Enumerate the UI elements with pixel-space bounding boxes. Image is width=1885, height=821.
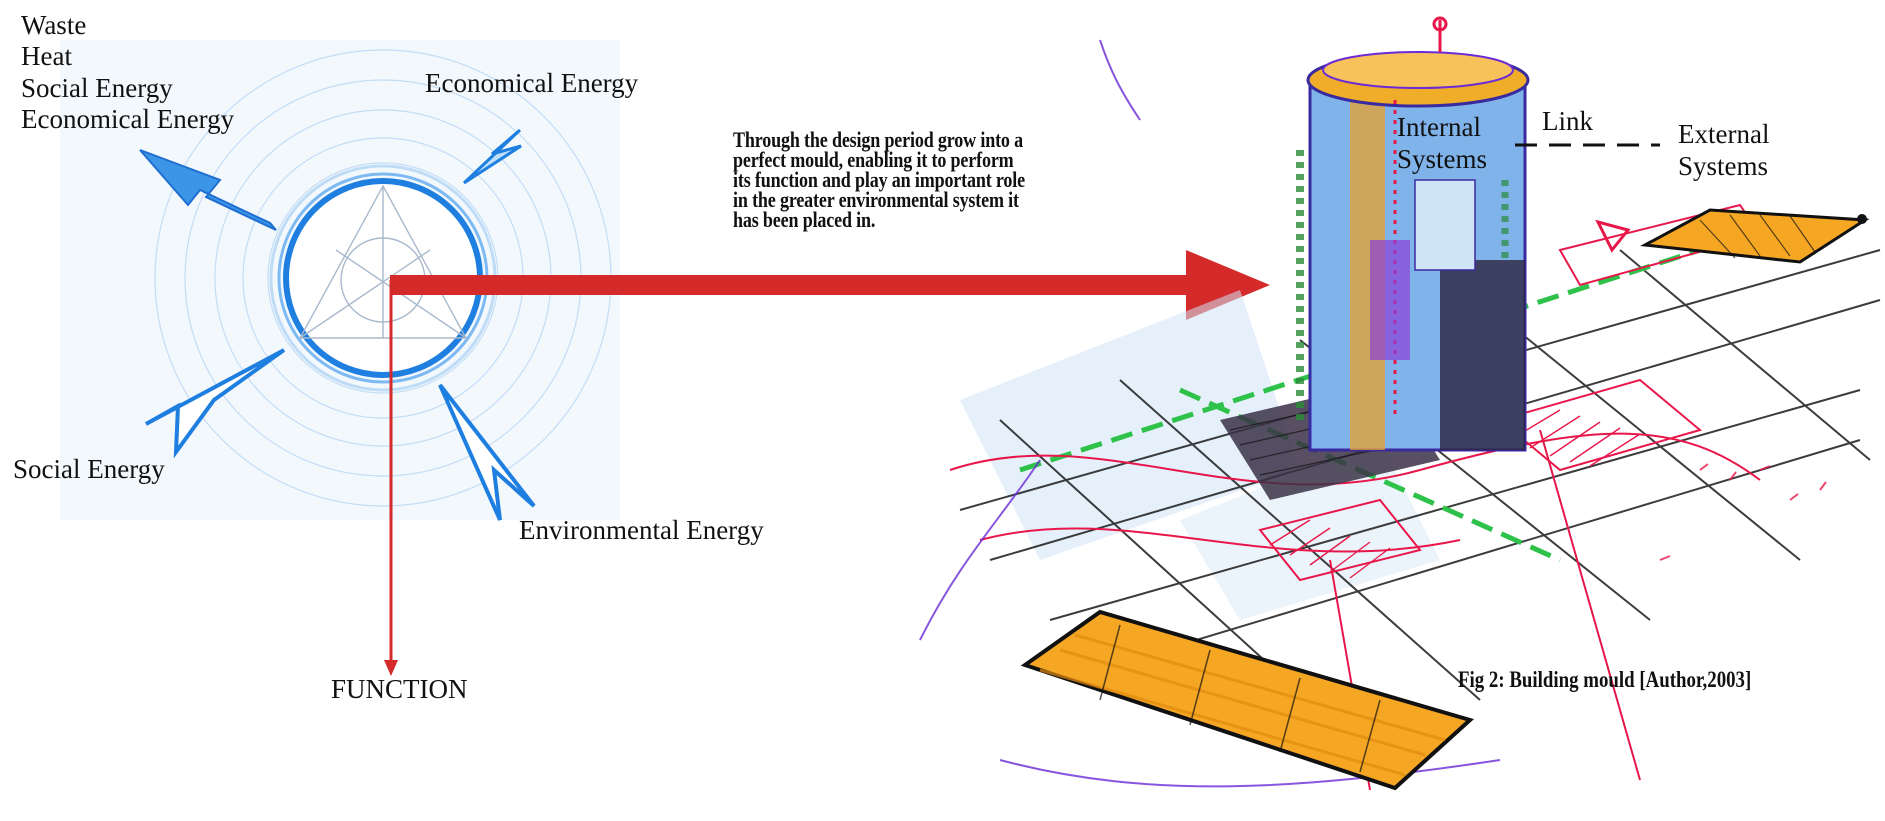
environmental-energy-label: Environmental Energy [519, 515, 764, 545]
outgoing-energy-arrow [139, 149, 277, 231]
inputs-label-heat: Heat [21, 41, 72, 71]
economical-energy-label: Economical Energy [425, 68, 639, 98]
building-mould-sketch [919, 16, 1881, 791]
design-description: Through the design period grow into a pe… [733, 127, 1094, 232]
social-energy-arrow [145, 348, 286, 459]
external-systems-label-line2: Systems [1678, 151, 1769, 181]
description-line: has been placed in. [733, 207, 876, 232]
pad-top-right [1640, 208, 1870, 264]
tower [1296, 16, 1530, 452]
function-arrow [384, 280, 398, 676]
social-energy-label: Social Energy [13, 454, 165, 484]
inputs-label-economical-energy: Economical Energy [21, 104, 235, 134]
figure-caption: Fig 2: Building mould [Author,2003] [1458, 667, 1752, 692]
pad-bottom [1020, 609, 1474, 791]
inputs-label-social-energy: Social Energy [21, 73, 173, 103]
description-line: perfect mould, enabling it to perform [733, 147, 1014, 172]
function-label: FUNCTION [331, 674, 468, 704]
description-line: in the greater environmental system it [733, 187, 1019, 212]
link-label: Link [1542, 106, 1593, 136]
description-line: its function and play an important role [733, 167, 1025, 192]
internal-systems-label-line2: Systems [1397, 144, 1488, 174]
internal-systems-label-line1: Internal [1397, 112, 1481, 142]
environmental-energy-arrow [438, 383, 536, 521]
external-systems-label-line1: External [1678, 119, 1770, 149]
inputs-label-waste: Waste [21, 10, 87, 40]
economical-energy-arrow [462, 128, 522, 185]
main-flow-arrow [390, 250, 1270, 320]
description-line: Through the design period grow into a [733, 127, 1023, 152]
